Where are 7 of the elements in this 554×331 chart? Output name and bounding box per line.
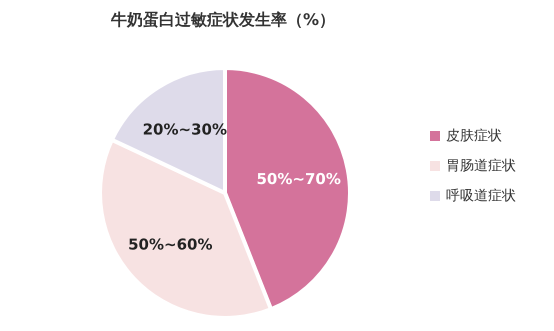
text: 20%~30% <box>142 120 227 139</box>
legend-label: 皮肤症状 <box>446 126 502 144</box>
legend-label: 胃肠道症状 <box>446 156 516 174</box>
text: 50%~60% <box>128 235 213 254</box>
text: 50%~70% <box>256 170 341 188</box>
chart-title: 牛奶蛋白过敏症状发生率（%） <box>110 10 336 31</box>
legend-label: 呼吸道症状 <box>446 186 516 204</box>
